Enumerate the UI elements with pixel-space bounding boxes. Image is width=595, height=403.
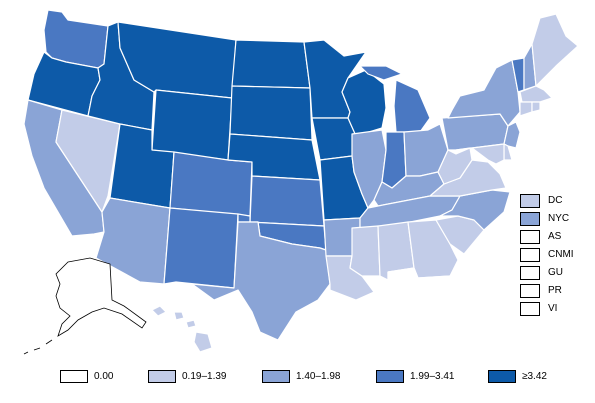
legend-swatch-3 — [376, 370, 404, 383]
state-west-virginia — [437, 147, 473, 185]
territory-label-gu: GU — [548, 267, 563, 278]
legend-label-3: 1.99–3.41 — [410, 371, 455, 382]
state-alaska — [55, 257, 147, 337]
state-iowa — [311, 117, 357, 161]
state-rhode-island — [531, 101, 541, 113]
state-texas — [191, 221, 331, 341]
territory-box-nyc — [520, 212, 540, 226]
territory-label-cnmi: CNMI — [548, 249, 574, 260]
territory-box-gu — [520, 266, 540, 280]
aleutian-islands — [23, 339, 53, 355]
state-florida — [387, 267, 481, 337]
state-colorado — [169, 151, 253, 217]
territory-label-dc: DC — [548, 195, 563, 206]
state-north-carolina — [439, 189, 511, 231]
state-north-dakota — [231, 39, 311, 89]
state-maryland — [455, 143, 505, 165]
legend-swatch-4 — [488, 370, 516, 383]
state-maine — [531, 13, 579, 87]
territory-box-dc — [520, 194, 540, 208]
territory-box-pr — [520, 284, 540, 298]
territory-label-vi: VI — [548, 303, 558, 314]
territory-box-as — [520, 230, 540, 244]
state-illinois — [351, 129, 387, 209]
territory-box-vi — [520, 302, 540, 316]
state-wyoming — [151, 89, 233, 161]
legend-label-2: 1.40–1.98 — [296, 371, 341, 382]
state-kansas — [249, 175, 325, 227]
state-new-mexico — [163, 207, 239, 289]
legend-label-0: 0.00 — [94, 371, 114, 382]
legend-swatch-1 — [148, 370, 176, 383]
legend-swatch-2 — [262, 370, 290, 383]
state-hawaii — [151, 305, 213, 353]
state-mississippi — [349, 225, 381, 277]
territory-label-as: AS — [548, 231, 562, 242]
legend-swatch-0 — [60, 370, 88, 383]
state-south-dakota — [229, 85, 313, 141]
state-connecticut — [519, 101, 533, 117]
legend-label-1: 0.19–1.39 — [182, 371, 227, 382]
territory-box-cnmi — [520, 248, 540, 262]
legend-label-4: ≥3.42 — [522, 371, 547, 382]
territory-label-pr: PR — [548, 285, 562, 296]
territory-label-nyc: NYC — [548, 213, 570, 224]
